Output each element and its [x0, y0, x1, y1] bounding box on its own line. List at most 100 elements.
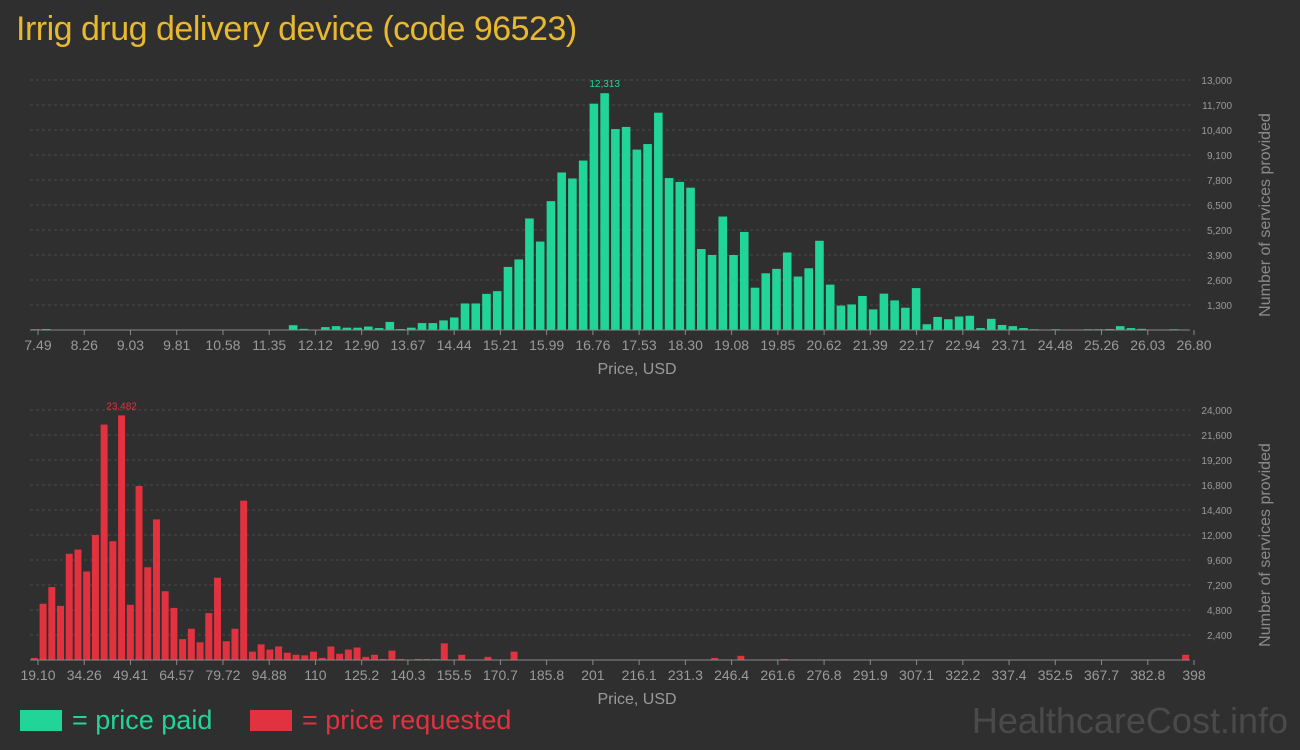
x-tick-label: 367.7: [1084, 667, 1119, 683]
bar: [344, 649, 352, 660]
x-tick-label: 19.85: [760, 337, 795, 353]
x-tick-label: 155.5: [437, 667, 472, 683]
bar: [535, 241, 545, 330]
bar: [283, 652, 291, 660]
watermark: HealthcareCost.info: [971, 700, 1288, 741]
bar: [248, 651, 256, 660]
bar: [432, 658, 440, 660]
bar: [1182, 654, 1190, 660]
bar: [997, 325, 1007, 330]
bar: [987, 318, 996, 330]
bar: [309, 651, 317, 660]
bar: [48, 587, 56, 660]
x-tick-label: 20.62: [807, 337, 842, 353]
bar: [83, 571, 91, 660]
bar: [288, 325, 298, 330]
bar: [711, 657, 719, 660]
bar: [196, 642, 204, 660]
bar: [266, 649, 274, 660]
page-title: Irrig drug delivery device (code 96523): [16, 10, 577, 48]
bar: [353, 647, 361, 660]
x-tick-label: 23.71: [992, 337, 1027, 353]
x-tick-label: 12.12: [298, 337, 333, 353]
legend-swatch-requested: [250, 709, 292, 731]
bar: [179, 639, 187, 660]
bar: [135, 486, 143, 660]
peak-value-label: 23,482: [106, 401, 137, 412]
bar: [568, 178, 577, 330]
bar: [664, 178, 674, 330]
x-tick-label: 11.35: [252, 337, 286, 353]
x-tick-label: 17.53: [622, 337, 657, 353]
x-tick-label: 216.1: [622, 667, 657, 683]
bar: [525, 218, 534, 330]
x-tick-label: 201: [581, 667, 605, 683]
legend-swatch-paid: [20, 709, 62, 731]
bar: [793, 276, 803, 330]
bar: [109, 541, 117, 660]
bar: [868, 309, 878, 330]
bar: [737, 655, 745, 660]
bar: [729, 255, 738, 330]
x-tick-label: 12.90: [344, 337, 379, 353]
bar: [327, 646, 335, 660]
bar: [57, 605, 65, 660]
y-tick-label: 6,500: [1207, 201, 1232, 212]
x-tick-label: 337.4: [992, 667, 1027, 683]
bar: [589, 103, 599, 331]
bar: [449, 317, 459, 330]
bar: [707, 255, 717, 330]
bar: [299, 328, 309, 330]
x-tick-label: 13.67: [390, 337, 425, 353]
bar: [30, 657, 38, 660]
x-tick-label: 9.03: [117, 337, 144, 353]
bar: [214, 577, 222, 660]
bar: [825, 284, 835, 330]
legend-price-paid: = price paid: [20, 704, 212, 736]
bar: [152, 519, 160, 660]
bar: [91, 535, 99, 660]
x-tick-label: 64.57: [159, 667, 194, 683]
bar: [187, 628, 195, 660]
y-tick-label: 24,000: [1201, 406, 1232, 417]
y-tick-label: 19,200: [1201, 456, 1232, 467]
bar: [458, 654, 466, 660]
y-tick-label: 5,200: [1207, 226, 1232, 237]
x-tick-label: 24.48: [1038, 337, 1073, 353]
bar: [578, 160, 588, 330]
bar: [379, 658, 387, 660]
bar: [782, 252, 792, 330]
legend-price-requested: = price requested: [250, 704, 511, 736]
x-tick-label: 26.80: [1176, 337, 1211, 353]
x-tick-label: 79.72: [205, 667, 240, 683]
x-tick-label: 10.58: [205, 337, 240, 353]
bar: [414, 658, 422, 660]
bar: [922, 324, 932, 330]
x-tick-label: 22.94: [945, 337, 980, 353]
bar: [440, 643, 448, 660]
x-tick-label: 276.8: [807, 667, 842, 683]
x-tick-label: 170.7: [483, 667, 518, 683]
x-tick-label: 125.2: [344, 667, 379, 683]
bar: [492, 291, 502, 330]
bar: [161, 591, 169, 660]
bar: [879, 293, 889, 330]
bar: [944, 319, 953, 330]
x-tick-label: 140.3: [390, 667, 425, 683]
x-tick-label: 21.39: [853, 337, 888, 353]
bar: [342, 327, 352, 330]
bar: [510, 651, 518, 660]
bar: [460, 303, 470, 330]
bar: [675, 181, 685, 330]
x-tick-label: 19.08: [714, 337, 749, 353]
x-tick-label: 398: [1182, 667, 1206, 683]
bar: [772, 268, 781, 330]
bar: [1019, 328, 1028, 330]
bar: [611, 129, 620, 330]
bar: [761, 273, 771, 330]
x-tick-label: 94.88: [252, 667, 287, 683]
peak-value-label: 12,313: [589, 79, 620, 90]
bar: [933, 316, 942, 330]
bar: [643, 144, 652, 330]
y-tick-label: 3,900: [1207, 251, 1232, 262]
